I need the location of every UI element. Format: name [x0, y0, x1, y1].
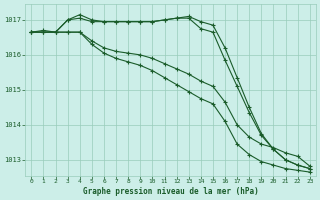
X-axis label: Graphe pression niveau de la mer (hPa): Graphe pression niveau de la mer (hPa): [83, 187, 259, 196]
